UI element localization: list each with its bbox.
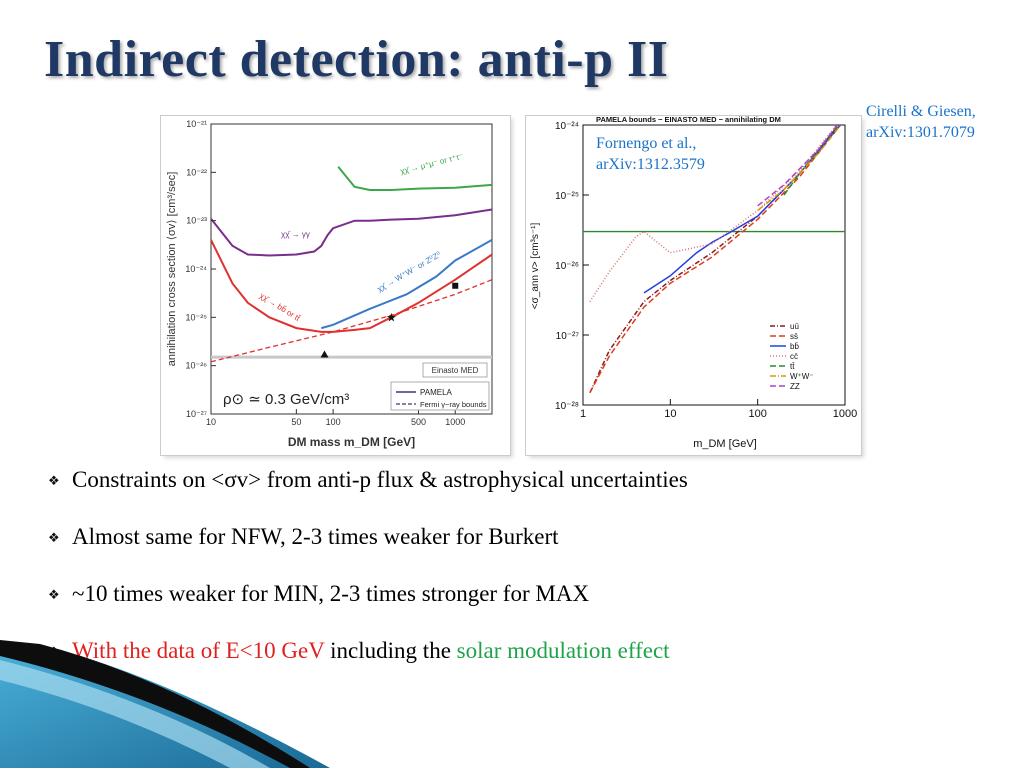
figure-left-plot: ★ 10⁻²¹ 10⁻²² 10⁻²³ 10⁻²⁴ 10⁻²⁵ 10⁻²⁶ 10⁻²⁷ 10 50… <box>161 116 510 455</box>
bullet-text: Almost same for NFW, 2-3 times weaker fo… <box>72 524 559 549</box>
bullet-item: ❖ Almost same for NFW, 2-3 times weaker f… <box>48 520 688 577</box>
swoosh-black <box>0 640 310 768</box>
left-y-tick-label: 10⁻²⁷ <box>186 409 207 419</box>
right-legend-label: bb̄ <box>790 342 799 351</box>
bullet-item: ❖ ~10 times weaker for MIN, 2-3 times str… <box>48 577 688 634</box>
citation-cirelli: Cirelli & Giesen, arXiv:1301.7079 <box>866 101 976 143</box>
right-plot-title: PAMELA bounds − EINASTO MED − annihilati… <box>596 116 781 124</box>
left-series-mumu <box>337 166 492 191</box>
left-series-fermi <box>211 279 492 363</box>
right-y-tick-label: 10⁻²⁴ <box>555 121 579 132</box>
right-x-axis-label: m_DM [GeV] <box>693 438 757 450</box>
left-y-tick-label: 10⁻²² <box>186 167 207 177</box>
left-x-tick-label: 500 <box>411 417 426 427</box>
left-x-tick-label: 100 <box>326 417 341 427</box>
right-series-line <box>783 125 840 196</box>
left-x-tick-label: 50 <box>291 417 301 427</box>
left-legend-box <box>390 381 490 411</box>
right-x-tick-label: 100 <box>748 408 766 420</box>
left-x-tick-label: 10 <box>206 417 216 427</box>
decorative-swoosh <box>0 640 330 768</box>
swoosh-light <box>0 660 270 768</box>
bullet-item: ❖ Constraints on <σv> from anti-p flux & … <box>48 463 688 520</box>
right-x-tick-label: 10 <box>664 408 676 420</box>
bullet-text-red: With the data of E<10 GeV <box>72 638 325 663</box>
bullet-text-green: solar modulation effect <box>456 638 670 663</box>
diamond-bullet-icon: ❖ <box>48 587 60 602</box>
citation-fornengo: Fornengo et al., arXiv:1312.3579 <box>596 133 705 175</box>
left-y-tick-label: 10⁻²¹ <box>186 119 207 129</box>
left-series-gg <box>211 208 492 257</box>
right-y-tick-label: 10⁻²⁸ <box>555 401 579 412</box>
right-legend-label: ZZ <box>790 382 800 391</box>
diamond-bullet-icon: ❖ <box>48 530 60 545</box>
bullet-text: ~10 times weaker for MIN, 2-3 times stro… <box>72 581 590 606</box>
right-y-tick-label: 10⁻²⁶ <box>555 261 579 272</box>
citation-fornengo-line2: arXiv:1312.3579 <box>596 156 705 173</box>
diamond-bullet-icon: ❖ <box>48 473 60 488</box>
left-y-tick-label: 10⁻²⁶ <box>186 361 208 371</box>
left-x-axis-label: DM mass m_DM [GeV] <box>288 435 415 449</box>
right-y-tick-label: 10⁻²⁵ <box>555 191 579 202</box>
right-legend-label: ss̄ <box>790 332 798 341</box>
left-x-tick-label: 1000 <box>445 417 465 427</box>
left-marker-star: ★ <box>386 310 397 324</box>
left-legend-label: PAMELA <box>420 388 453 397</box>
citation-cirelli-line2: arXiv:1301.7079 <box>866 124 975 141</box>
left-series-ww <box>321 239 492 330</box>
left-annotation-text: Einasto MED <box>432 366 479 375</box>
right-y-tick-label: 10⁻²⁷ <box>556 331 580 342</box>
left-series-bb <box>211 239 492 333</box>
bullet-list: ❖ Constraints on <σv> from anti-p flux & … <box>48 463 688 691</box>
right-legend-label: cc̄ <box>790 352 798 361</box>
right-legend-label: tt̄ <box>790 362 795 371</box>
citation-fornengo-line1: Fornengo et al., <box>596 135 697 152</box>
left-plot-data-layer: ★ <box>211 166 492 363</box>
left-y-tick-label: 10⁻²³ <box>186 216 207 226</box>
left-y-axis-label: annihilation cross section ⟨σv⟩ [cm³/sec… <box>166 172 178 367</box>
left-marker-triangle <box>320 350 329 358</box>
right-x-tick-label: 1000 <box>833 408 857 420</box>
right-y-axis-label: <σ_ann v> [cm³s⁻¹] <box>530 223 541 310</box>
right-series-line <box>757 125 839 207</box>
left-annotation-box <box>422 362 488 378</box>
left-y-tick-label: 10⁻²⁴ <box>185 264 207 274</box>
left-y-tick-label: 10⁻²⁵ <box>186 312 208 322</box>
left-label-gg: χχ̄ → γγ <box>281 230 310 239</box>
bullet-text: Constraints on <σv> from anti-p flux & a… <box>72 467 688 492</box>
bullet-item: ❖With the data of E<10 GeV including the… <box>48 634 688 691</box>
left-rho-text: ρ⊙ ≃ 0.3 GeV/cm³ <box>223 391 349 408</box>
left-legend-label: Fermi γ−ray bounds <box>420 400 487 409</box>
right-legend-label: W⁺W⁻ <box>790 372 814 381</box>
right-plot-data-layer <box>583 125 845 394</box>
right-series-line <box>757 125 842 212</box>
bullet-text: including the <box>324 638 457 663</box>
left-marker-square <box>452 282 459 289</box>
slide-title: Indirect detection: anti-p II <box>44 31 669 88</box>
right-legend-label: uū <box>790 322 799 331</box>
citation-cirelli-line1: Cirelli & Giesen, <box>866 103 976 120</box>
right-x-tick-label: 1 <box>580 408 586 420</box>
